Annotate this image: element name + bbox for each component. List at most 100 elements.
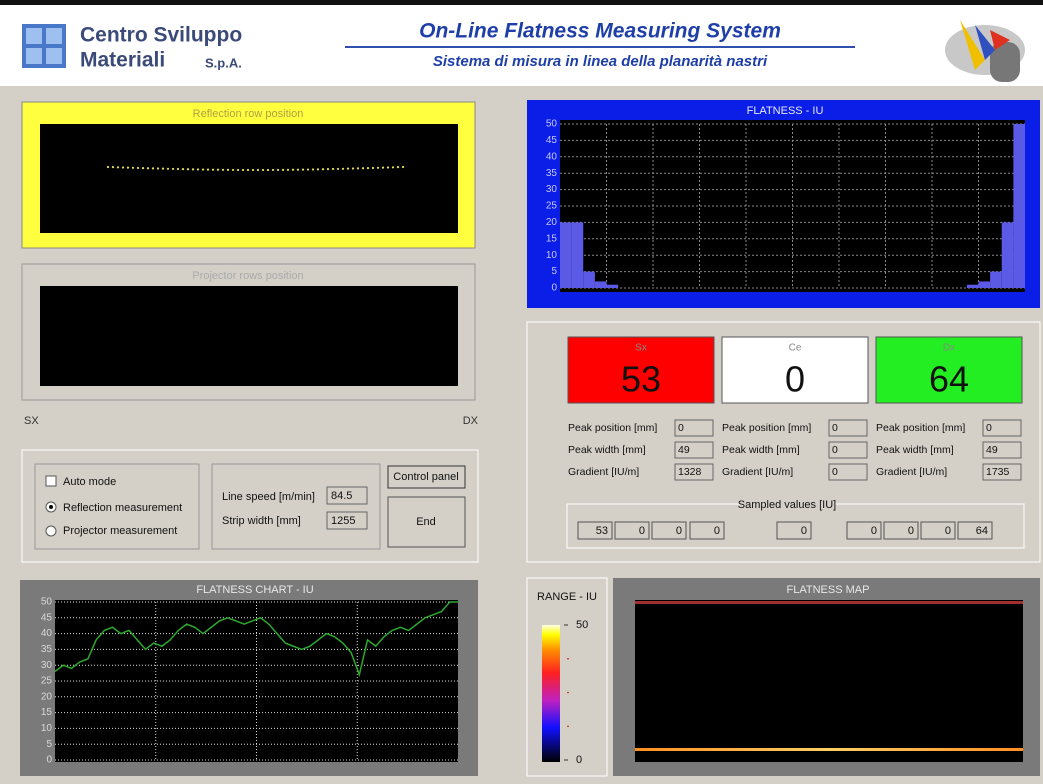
- sample-value: 0: [945, 525, 951, 537]
- reflection-dot: [262, 169, 264, 171]
- gauge-value: 0: [785, 359, 805, 400]
- y-tick-label: 40: [41, 628, 53, 639]
- radio-button[interactable]: [46, 526, 56, 536]
- reflection-dot: [272, 169, 274, 171]
- radio-label[interactable]: Reflection measurement: [63, 502, 182, 514]
- flatness-map-plot: [635, 600, 1023, 762]
- y-tick-label: 25: [546, 201, 558, 212]
- field-value: 49: [678, 444, 690, 456]
- panel-title: FLATNESS - IU: [747, 105, 824, 117]
- reflection-dot: [152, 167, 154, 169]
- reflection-dot: [337, 168, 339, 170]
- field-value: 1328: [678, 466, 702, 478]
- y-tick-label: 0: [46, 755, 52, 766]
- button-label[interactable]: End: [416, 516, 436, 528]
- bar: [595, 281, 607, 288]
- reflection-dot: [207, 169, 209, 171]
- side-label: SX: [24, 415, 39, 427]
- y-tick-label: 35: [546, 168, 558, 179]
- projector-plot: [40, 286, 458, 386]
- reflection-dot: [277, 169, 279, 171]
- reflection-dot: [372, 167, 374, 169]
- reflection-dot: [227, 169, 229, 171]
- bar: [560, 222, 572, 288]
- y-tick-label: 15: [41, 707, 53, 718]
- button-label[interactable]: Control panel: [393, 471, 458, 483]
- field-label: Gradient [IU/m]: [876, 466, 947, 478]
- bar: [1013, 124, 1025, 288]
- gauge-label: Ce: [789, 343, 802, 354]
- color-bar: [542, 625, 560, 762]
- company-suffix: S.p.A.: [205, 55, 242, 70]
- field-value: 0: [832, 444, 838, 456]
- reflection-dot: [352, 167, 354, 169]
- y-tick-label: 40: [546, 151, 558, 162]
- company-name: Materiali: [80, 49, 165, 72]
- reflection-dot: [107, 166, 109, 168]
- reflection-dot: [112, 166, 114, 168]
- color-bar-dot: [567, 692, 569, 694]
- field-value: 84.5: [331, 490, 352, 502]
- tick-label: 50: [576, 619, 588, 631]
- field-label: Gradient [IU/m]: [722, 466, 793, 478]
- radio-selected: [49, 505, 53, 509]
- reflection-dot: [347, 168, 349, 170]
- reflection-dot: [397, 166, 399, 168]
- gauge-value: 53: [621, 359, 661, 400]
- panel-title: FLATNESS MAP: [787, 584, 870, 596]
- gauge-label: Dx: [943, 343, 955, 354]
- field-value: 0: [832, 422, 838, 434]
- reflection-dot: [367, 167, 369, 169]
- sample-value: 0: [676, 525, 682, 537]
- checkbox[interactable]: [46, 476, 56, 486]
- reflection-dot: [327, 168, 329, 170]
- reflection-dot: [202, 168, 204, 170]
- checkbox-label[interactable]: Auto mode: [63, 476, 116, 488]
- reflection-dot: [147, 167, 149, 169]
- field-label: Peak width [mm]: [722, 444, 800, 456]
- color-bar-dot: [567, 725, 569, 727]
- reflection-dot: [267, 169, 269, 171]
- sample-value: 0: [639, 525, 645, 537]
- top-border: [0, 0, 1043, 5]
- sample-value: 0: [908, 525, 914, 537]
- field-label: Peak width [mm]: [568, 444, 646, 456]
- reflection-dot: [122, 166, 124, 168]
- y-tick-label: 15: [546, 233, 558, 244]
- y-tick-label: 25: [41, 676, 53, 687]
- reflection-dot: [187, 168, 189, 170]
- field-label: Peak width [mm]: [876, 444, 954, 456]
- reflection-dot: [217, 169, 219, 171]
- gauge-value: 64: [929, 359, 969, 400]
- reflection-dot: [392, 166, 394, 168]
- reflection-dot: [257, 169, 259, 171]
- reflection-dot: [117, 166, 119, 168]
- reflection-dot: [252, 169, 254, 171]
- sample-value: 0: [714, 525, 720, 537]
- reflection-dot: [237, 169, 239, 171]
- y-tick-label: 45: [546, 135, 558, 146]
- reflection-dot: [212, 169, 214, 171]
- y-tick-label: 20: [41, 691, 53, 702]
- panel-title: Projector rows position: [192, 270, 303, 282]
- logo: [22, 24, 66, 68]
- app-title: On-Line Flatness Measuring System: [419, 20, 781, 43]
- reflection-dot: [282, 169, 284, 171]
- bar: [979, 281, 991, 288]
- group-title: Sampled values [IU]: [738, 499, 836, 511]
- bar: [583, 272, 595, 288]
- y-tick-label: 45: [41, 612, 53, 623]
- radio-label[interactable]: Projector measurement: [63, 525, 177, 537]
- reflection-plot: [40, 124, 458, 233]
- reflection-dot: [177, 168, 179, 170]
- map-band: [635, 748, 1023, 751]
- reflection-dot: [232, 169, 234, 171]
- panel-title: FLATNESS CHART - IU: [196, 584, 313, 596]
- sample-value: 0: [801, 525, 807, 537]
- field-label: Strip width [mm]: [222, 515, 301, 527]
- reflection-dot: [192, 168, 194, 170]
- field-label: Peak position [mm]: [722, 422, 811, 434]
- sample-value: 64: [976, 525, 988, 537]
- y-tick-label: 0: [551, 283, 557, 294]
- bar: [967, 285, 979, 288]
